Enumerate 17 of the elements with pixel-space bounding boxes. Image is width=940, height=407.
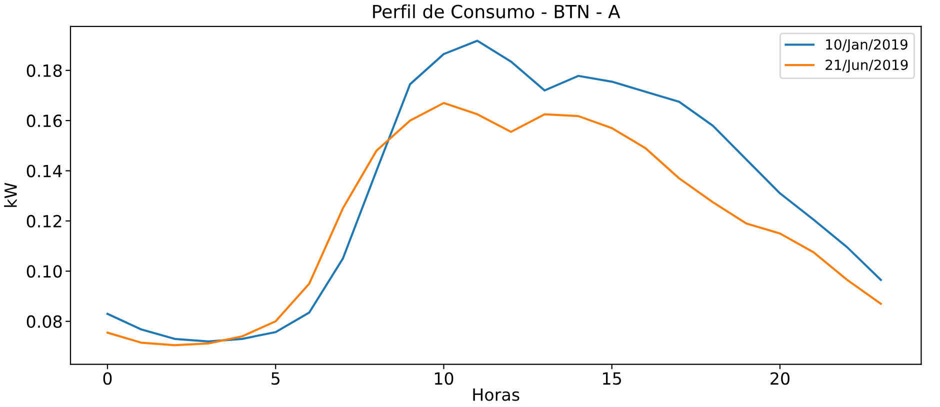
y-tick-label: 0.12 bbox=[26, 214, 62, 228]
y-tick-label: 0.10 bbox=[26, 265, 62, 278]
x-tick-label: 15 bbox=[603, 372, 622, 385]
x-tick-label: 10 bbox=[434, 372, 454, 385]
y-tick-label: 0.08 bbox=[26, 315, 62, 328]
y-tick-label: 0.14 bbox=[26, 164, 62, 178]
y-tick-label: 0.18 bbox=[26, 64, 62, 77]
y-axis-title: kW bbox=[4, 182, 17, 207]
chart-title: Perfil de Consumo - BTN - A bbox=[373, 4, 620, 18]
x-tick-label: 0 bbox=[103, 372, 112, 385]
legend-label: 21/Jun/2019 bbox=[826, 60, 908, 73]
legend-label: 10/Jan/2019 bbox=[826, 39, 908, 52]
line-series bbox=[106, 102, 882, 346]
x-tick-label: 20 bbox=[770, 372, 790, 385]
x-tick-label: 5 bbox=[272, 372, 280, 385]
y-tick-label: 0.16 bbox=[26, 114, 62, 128]
x-axis-title: Horas bbox=[473, 388, 520, 401]
